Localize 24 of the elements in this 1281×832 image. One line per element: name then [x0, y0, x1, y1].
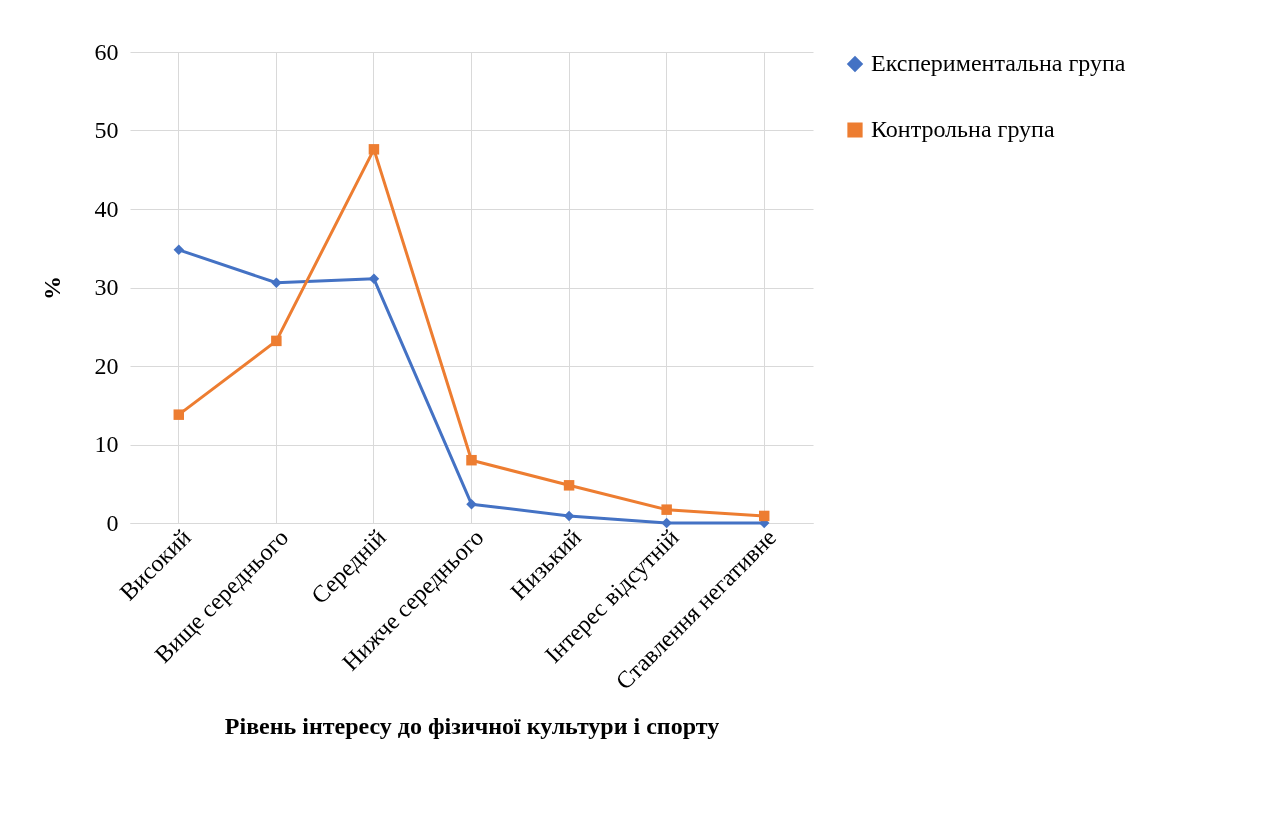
legend-label: Контрольна група	[871, 116, 1055, 142]
point	[661, 517, 672, 529]
x-axis-title: Рівень інтересу до фізичної культури і спорту	[224, 712, 720, 739]
point	[173, 244, 185, 256]
point	[368, 273, 380, 285]
y-tick-label: 20	[94, 352, 119, 379]
y-tick-label: 50	[94, 117, 119, 143]
legend-label: Експериментальна група	[871, 50, 1126, 76]
y-axis-title: %	[38, 276, 65, 300]
point	[466, 498, 477, 510]
point	[563, 510, 575, 522]
point	[466, 454, 477, 466]
point	[271, 335, 282, 347]
y-tick-label: 30	[94, 274, 119, 300]
y-tick-label: 60	[94, 38, 119, 65]
y-tick-label: 10	[94, 431, 119, 457]
point	[758, 510, 770, 522]
point	[271, 277, 282, 289]
point	[661, 504, 672, 515]
point	[563, 480, 575, 491]
point	[173, 409, 185, 420]
y-tick-label: 40	[94, 195, 119, 222]
y-tick-label: 0	[106, 509, 119, 536]
point	[368, 144, 380, 155]
